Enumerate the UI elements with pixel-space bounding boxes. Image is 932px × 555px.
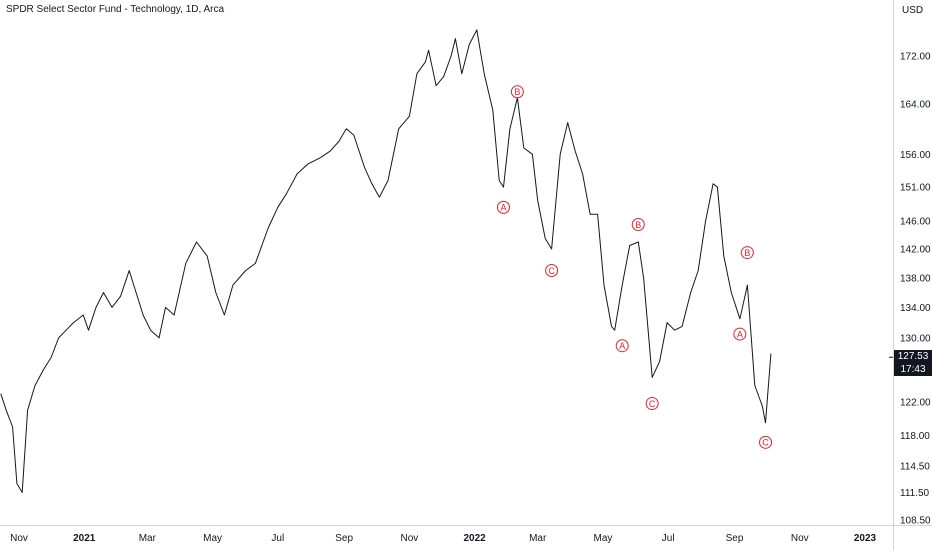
y-tick-label: 111.50 bbox=[900, 488, 930, 499]
price-line bbox=[0, 29, 772, 493]
y-tick-label: 156.00 bbox=[900, 150, 931, 161]
x-tick-label: Nov bbox=[400, 533, 418, 544]
y-tick-label: 134.00 bbox=[900, 303, 931, 314]
y-tick-label: 130.00 bbox=[900, 333, 931, 344]
y-tick-label: 172.00 bbox=[900, 52, 931, 63]
y-tick-label: 151.00 bbox=[900, 183, 931, 194]
last-price-value: 127.53 bbox=[897, 351, 929, 362]
y-tick-label: 114.50 bbox=[900, 461, 930, 472]
currency-label: USD bbox=[902, 5, 924, 16]
x-tick-label: Mar bbox=[529, 533, 547, 544]
last-price-tag: 127.53 17:43 bbox=[894, 350, 932, 376]
wave-label-text: B bbox=[635, 220, 641, 230]
wave-label-circle bbox=[545, 264, 559, 278]
wave-label-circle bbox=[496, 200, 510, 214]
x-tick-label: Nov bbox=[791, 533, 809, 544]
x-tick-label: May bbox=[594, 533, 613, 544]
wave-label-circle bbox=[631, 218, 645, 232]
wave-label-text: C bbox=[548, 266, 555, 276]
wave-label-text: A bbox=[500, 203, 506, 213]
x-tick-label: Jul bbox=[271, 533, 284, 544]
chart-title: SPDR Select Sector Fund - Technology, 1D… bbox=[6, 4, 225, 15]
wave-label-text: C bbox=[762, 438, 769, 448]
wave-label-a: A bbox=[615, 339, 629, 353]
x-tick-label: Sep bbox=[726, 533, 744, 544]
y-tick-label: 138.00 bbox=[900, 273, 931, 284]
wave-label-text: C bbox=[649, 399, 656, 409]
wave-label-b: B bbox=[740, 246, 754, 260]
y-tick-label: 122.00 bbox=[900, 397, 931, 408]
wave-label-c: C bbox=[759, 435, 773, 449]
y-tick-label: 142.00 bbox=[900, 245, 931, 256]
x-tick-label: Nov bbox=[10, 533, 28, 544]
wave-label-circle bbox=[759, 435, 773, 449]
wave-label-text: B bbox=[514, 87, 520, 97]
wave-label-circle bbox=[740, 246, 754, 260]
x-tick-label: 2022 bbox=[463, 533, 486, 544]
wave-label-b: B bbox=[510, 85, 524, 99]
wave-label-circle bbox=[645, 397, 659, 411]
wave-label-a: A bbox=[496, 200, 510, 214]
wave-label-text: B bbox=[744, 248, 750, 258]
bar-countdown: 17:43 bbox=[900, 364, 926, 375]
wave-label-text: A bbox=[737, 329, 743, 339]
wave-label-circle bbox=[733, 327, 747, 341]
wave-label-c: C bbox=[545, 264, 559, 278]
y-tick-label: 118.00 bbox=[900, 431, 930, 442]
wave-label-circle bbox=[615, 339, 629, 353]
x-tick-label: Mar bbox=[139, 533, 157, 544]
wave-label-circle bbox=[510, 85, 524, 99]
wave-label-c: C bbox=[645, 397, 659, 411]
x-tick-label: 2023 bbox=[854, 533, 877, 544]
x-tick-label: May bbox=[203, 533, 222, 544]
x-tick-label: 2021 bbox=[73, 533, 96, 544]
x-tick-label: Jul bbox=[662, 533, 675, 544]
wave-label-a: A bbox=[733, 327, 747, 341]
y-tick-label: 146.00 bbox=[900, 217, 931, 228]
wave-label-text: A bbox=[619, 341, 625, 351]
y-tick-label: 164.00 bbox=[900, 99, 931, 110]
wave-label-b: B bbox=[631, 218, 645, 232]
y-tick-label: 108.50 bbox=[900, 516, 931, 527]
x-tick-label: Sep bbox=[335, 533, 353, 544]
